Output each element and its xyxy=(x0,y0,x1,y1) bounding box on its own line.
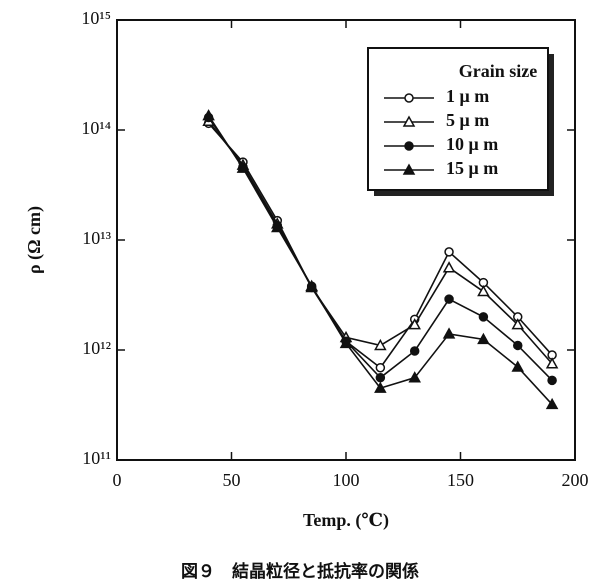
data-point xyxy=(545,357,559,369)
legend-marker xyxy=(404,141,414,151)
legend-label: 15 μ m xyxy=(446,158,498,178)
legend-label: 10 μ m xyxy=(446,134,498,154)
x-tick-label: 0 xyxy=(113,470,122,490)
data-point xyxy=(444,247,454,257)
y-tick-label: 10¹² xyxy=(82,338,111,358)
data-point xyxy=(374,338,387,351)
data-point xyxy=(236,161,250,173)
legend-box xyxy=(367,47,549,191)
data-point xyxy=(202,109,215,121)
data-point xyxy=(477,284,490,297)
x-tick-label: 100 xyxy=(333,470,360,490)
x-tick-label: 50 xyxy=(223,470,241,490)
data-point xyxy=(339,336,353,349)
y-axis-label: ρ (Ω cm) xyxy=(24,206,45,274)
data-point xyxy=(513,340,523,351)
data-point xyxy=(547,375,557,386)
y-tick-label: 10¹¹ xyxy=(82,448,111,468)
data-point xyxy=(374,381,387,393)
data-point xyxy=(442,261,456,273)
data-point xyxy=(408,371,421,383)
y-tick-label: 10¹⁵ xyxy=(81,8,111,28)
y-tick-label: 10¹⁴ xyxy=(81,118,111,138)
x-axis-label: Temp. (℃) xyxy=(303,510,389,531)
x-tick-label: 200 xyxy=(562,470,589,490)
data-point xyxy=(511,318,525,330)
data-point xyxy=(408,318,421,330)
legend-label: 5 μ m xyxy=(446,110,489,130)
data-point xyxy=(442,327,456,339)
data-point xyxy=(375,372,386,383)
data-point xyxy=(511,360,525,372)
x-tick-label: 150 xyxy=(447,470,474,490)
caption: 図９ 結晶粒径と抵抗率の関係 xyxy=(181,561,419,582)
data-point xyxy=(409,346,420,356)
data-point xyxy=(478,312,489,322)
legend-label: 1 μ m xyxy=(446,86,489,106)
legend-marker xyxy=(402,115,416,127)
data-point xyxy=(444,294,454,304)
data-point xyxy=(477,332,490,345)
data-point xyxy=(305,279,318,291)
data-point xyxy=(375,362,386,373)
y-tick-label: 10¹³ xyxy=(82,228,111,248)
data-point xyxy=(545,397,559,410)
legend-marker xyxy=(402,163,416,175)
legend-marker xyxy=(404,93,414,103)
data-point xyxy=(271,220,284,233)
legend-title: Grain size xyxy=(459,61,538,81)
